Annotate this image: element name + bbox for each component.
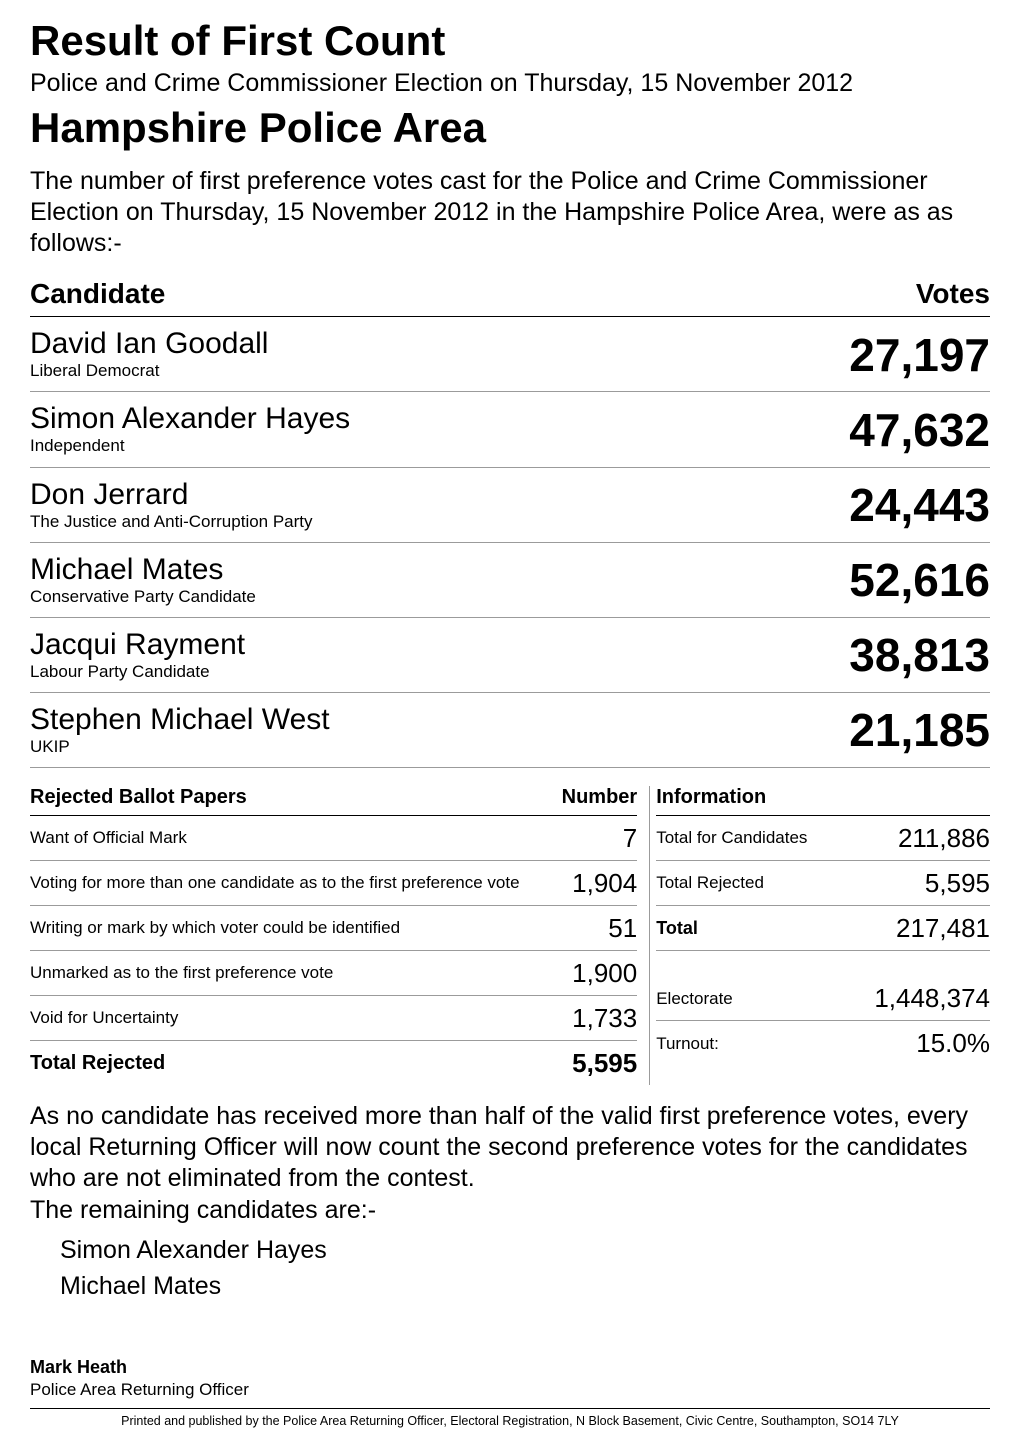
police-area-h2: Hampshire Police Area [30, 105, 990, 151]
candidates-table: Candidate Votes David Ian Goodall Libera… [30, 275, 990, 768]
candidate-row: Michael Mates Conservative Party Candida… [30, 542, 990, 617]
info-row: Total for Candidates 211,886 [656, 815, 990, 860]
footer-divider [30, 1408, 990, 1409]
information-col-title: Information [656, 786, 990, 816]
candidate-votes: 52,616 [697, 542, 990, 617]
page-subtitle: Police and Crime Commissioner Election o… [30, 68, 990, 99]
intro-paragraph: The number of first preference votes cas… [30, 166, 990, 260]
rejected-papers-table: Rejected Ballot Papers Number Want of Of… [30, 786, 637, 1085]
candidate-name: David Ian Goodall [30, 327, 697, 360]
candidate-party: Liberal Democrat [30, 360, 697, 382]
lower-section: Rejected Ballot Papers Number Want of Of… [30, 786, 990, 1085]
rejected-row: Void for Uncertainty 1,733 [30, 995, 637, 1040]
candidate-votes: 38,813 [697, 617, 990, 692]
rejected-row-label: Voting for more than one candidate as to… [30, 860, 556, 905]
candidate-party: UKIP [30, 736, 697, 758]
conclusion-paragraph: As no candidate has received more than h… [30, 1101, 990, 1226]
remaining-candidate: Michael Mates [60, 1268, 990, 1304]
candidates-col-votes: Votes [697, 275, 990, 317]
remaining-candidates-list: Simon Alexander Hayes Michael Mates [30, 1232, 990, 1305]
rejected-row-num: 7 [556, 815, 637, 860]
info-row-num: 217,481 [845, 905, 990, 950]
candidate-row: Stephen Michael West UKIP 21,185 [30, 692, 990, 767]
candidate-row: Jacqui Rayment Labour Party Candidate 38… [30, 617, 990, 692]
info-spacer [656, 950, 990, 976]
page-title-h1: Result of First Count [30, 18, 990, 64]
candidates-col-candidate: Candidate [30, 275, 697, 317]
conclusion-para1: As no candidate has received more than h… [30, 1101, 990, 1195]
signature-name: Mark Heath [30, 1357, 990, 1378]
info-extra-num: 15.0% [845, 1021, 990, 1066]
candidate-row: Simon Alexander Hayes Independent 47,632 [30, 392, 990, 467]
rejected-row: Unmarked as to the first preference vote… [30, 950, 637, 995]
candidate-votes: 21,185 [697, 692, 990, 767]
info-row-num: 5,595 [845, 860, 990, 905]
rejected-col-label: Rejected Ballot Papers [30, 786, 556, 816]
rejected-row-label: Writing or mark by which voter could be … [30, 905, 556, 950]
rejected-row-label: Unmarked as to the first preference vote [30, 950, 556, 995]
rejected-col-number: Number [556, 786, 637, 816]
candidate-name: Jacqui Rayment [30, 628, 697, 661]
footer-note: Printed and published by the Police Area… [30, 1414, 990, 1428]
info-row-label: Total Rejected [656, 860, 845, 905]
rejected-total-row: Total Rejected 5,595 [30, 1040, 637, 1085]
info-extra-label: Turnout: [656, 1021, 845, 1066]
info-extra-row: Turnout: 15.0% [656, 1021, 990, 1066]
rejected-row-label: Want of Official Mark [30, 815, 556, 860]
candidate-votes: 24,443 [697, 467, 990, 542]
rejected-row-num: 51 [556, 905, 637, 950]
candidate-name: Simon Alexander Hayes [30, 402, 697, 435]
conclusion-para2: The remaining candidates are:- [30, 1195, 990, 1226]
candidate-votes: 27,197 [697, 317, 990, 392]
info-row-total: Total 217,481 [656, 905, 990, 950]
info-row-label: Total for Candidates [656, 815, 845, 860]
info-extra-row: Electorate 1,448,374 [656, 976, 990, 1021]
rejected-total-num: 5,595 [556, 1040, 637, 1085]
candidate-party: Independent [30, 435, 697, 457]
rejected-row: Voting for more than one candidate as to… [30, 860, 637, 905]
candidate-party: Conservative Party Candidate [30, 586, 697, 608]
page-footer: Mark Heath Police Area Returning Officer… [30, 1357, 990, 1428]
candidate-name: Stephen Michael West [30, 703, 697, 736]
candidate-row: David Ian Goodall Liberal Democrat 27,19… [30, 317, 990, 392]
candidate-name: Michael Mates [30, 553, 697, 586]
candidate-row: Don Jerrard The Justice and Anti-Corrupt… [30, 467, 990, 542]
info-extra-label: Electorate [656, 976, 845, 1021]
remaining-candidate: Simon Alexander Hayes [60, 1232, 990, 1268]
info-row: Total Rejected 5,595 [656, 860, 990, 905]
signature-role: Police Area Returning Officer [30, 1380, 990, 1400]
candidate-votes: 47,632 [697, 392, 990, 467]
candidate-party: Labour Party Candidate [30, 661, 697, 683]
page: Result of First Count Police and Crime C… [0, 0, 1020, 1442]
rejected-row-label: Void for Uncertainty [30, 995, 556, 1040]
info-row-num: 211,886 [845, 815, 990, 860]
information-table: Information Total for Candidates 211,886… [656, 786, 990, 1066]
rejected-row: Want of Official Mark 7 [30, 815, 637, 860]
rejected-total-label: Total Rejected [30, 1040, 556, 1085]
candidate-name: Don Jerrard [30, 478, 697, 511]
rejected-row-num: 1,900 [556, 950, 637, 995]
rejected-row-num: 1,904 [556, 860, 637, 905]
rejected-row: Writing or mark by which voter could be … [30, 905, 637, 950]
info-row-label: Total [656, 905, 845, 950]
rejected-row-num: 1,733 [556, 995, 637, 1040]
info-extra-num: 1,448,374 [845, 976, 990, 1021]
candidate-party: The Justice and Anti-Corruption Party [30, 511, 697, 533]
